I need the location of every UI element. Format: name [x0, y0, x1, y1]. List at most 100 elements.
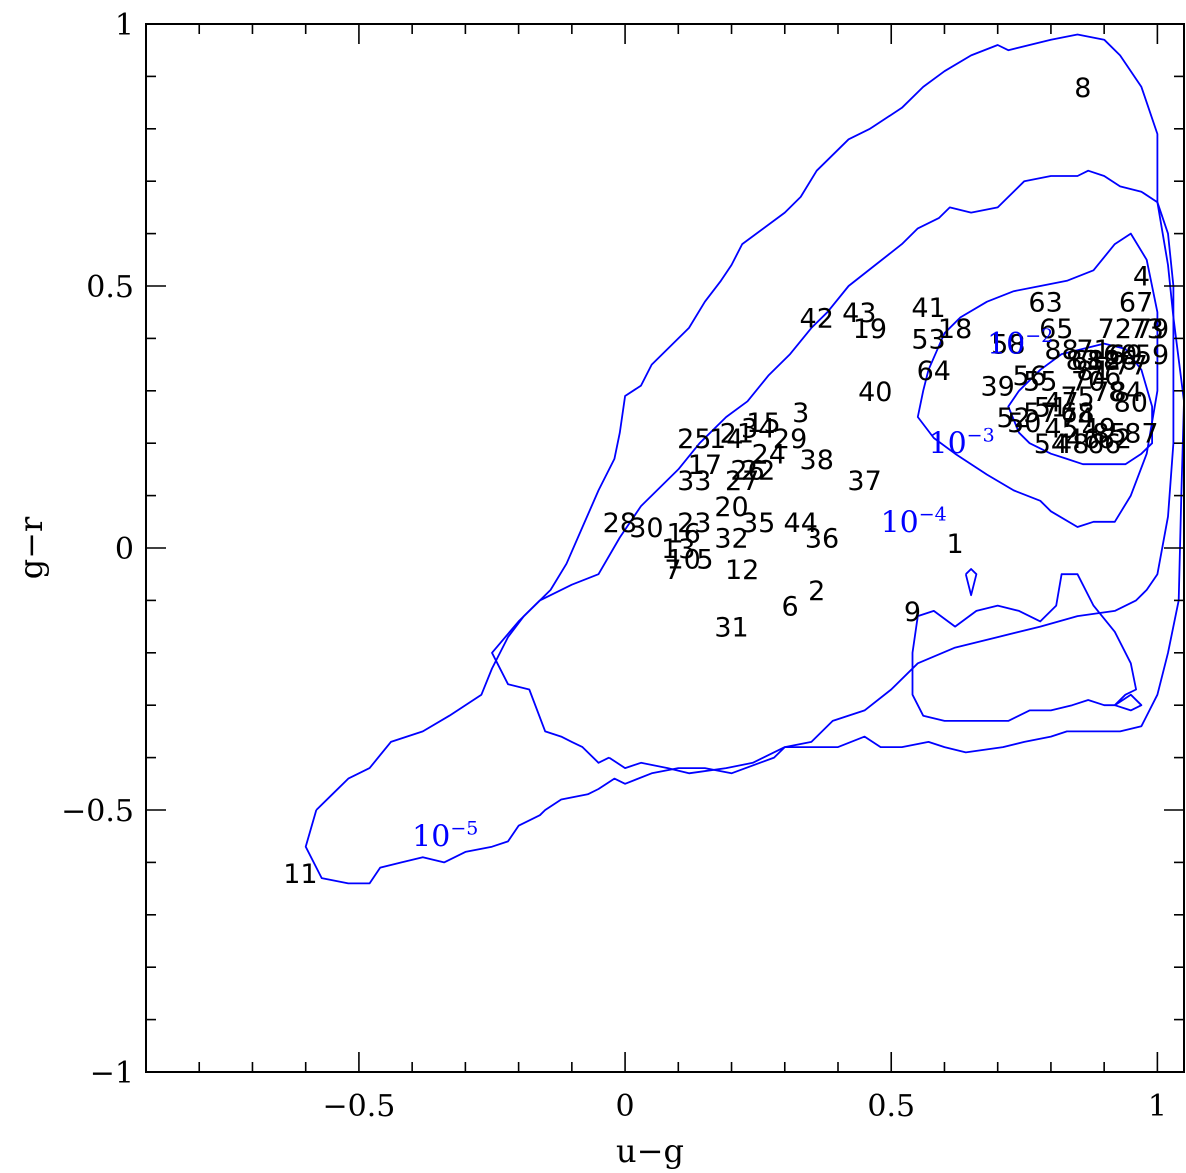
point-label-42: 42: [800, 303, 834, 334]
point-label-5: 5: [696, 544, 713, 575]
point-label-32: 32: [714, 524, 748, 555]
axis-ticks: [145, 23, 1184, 1073]
point-label-46: 46: [1066, 424, 1100, 455]
point-label-31: 31: [714, 613, 748, 644]
point-label-61: 61: [1071, 345, 1105, 376]
point-label-35: 35: [741, 508, 775, 539]
point-label-68: 68: [1060, 398, 1094, 429]
point-label-60: 60: [1103, 340, 1137, 371]
point-label-17: 17: [688, 450, 722, 481]
point-label-88: 88: [1044, 335, 1078, 366]
point-label-69: 69: [1108, 340, 1142, 371]
point-label-36: 36: [805, 524, 839, 555]
point-label-83: 83: [1066, 345, 1100, 376]
point-label-19: 19: [853, 314, 887, 345]
point-label-6: 6: [781, 592, 798, 623]
point-label-48: 48: [1055, 429, 1089, 460]
point-label-51: 51: [1034, 393, 1068, 424]
point-label-11: 11: [283, 859, 317, 890]
point-label-52: 52: [996, 403, 1030, 434]
point-label-87: 87: [1124, 419, 1158, 450]
point-label-28: 28: [603, 508, 637, 539]
point-label-38: 38: [800, 445, 834, 476]
point-label-20: 20: [714, 492, 748, 523]
point-label-27: 27: [725, 466, 759, 497]
contour-label-2: 10−4: [881, 503, 947, 540]
point-label-63: 63: [1028, 288, 1062, 319]
contour-line-5: [911, 573, 1137, 722]
y-tick-label: 0: [115, 532, 134, 567]
point-label-34: 34: [741, 413, 775, 444]
point-label-41: 41: [911, 293, 945, 324]
y-tick-label: 1: [115, 8, 134, 43]
point-label-82: 82: [1087, 345, 1121, 376]
point-label-76: 76: [1087, 361, 1121, 392]
point-label-29: 29: [773, 424, 807, 455]
point-label-14: 14: [709, 424, 743, 455]
point-label-1: 1: [947, 529, 964, 560]
point-label-12: 12: [725, 555, 759, 586]
point-label-59: 59: [1135, 340, 1169, 371]
x-tick-label: −0.5: [322, 1089, 395, 1124]
point-label-71: 71: [1076, 335, 1110, 366]
contour-labels: 10−5 10−4 10−3 10−2: [412, 325, 1053, 855]
x-tick-label: 0: [616, 1089, 635, 1124]
point-label-43: 43: [842, 298, 876, 329]
point-label-39: 39: [981, 372, 1015, 403]
point-label-37: 37: [847, 466, 881, 497]
point-label-44: 44: [784, 508, 818, 539]
contour-line-3: [916, 232, 1159, 528]
point-label-53: 53: [911, 324, 945, 355]
point-label-15: 15: [746, 408, 780, 439]
point-label-45: 45: [1044, 413, 1078, 444]
point-label-58: 58: [991, 330, 1025, 361]
contour-line-4: [1007, 342, 1153, 466]
point-label-30: 30: [629, 513, 663, 544]
point-label-23: 23: [677, 508, 711, 539]
point-label-3: 3: [792, 398, 809, 429]
point-label-56: 56: [1012, 361, 1046, 392]
point-label-78: 78: [1092, 377, 1126, 408]
point-label-18: 18: [938, 314, 972, 345]
point-label-67: 67: [1119, 288, 1153, 319]
point-label-74: 74: [1060, 403, 1094, 434]
contour-label-1: 10−5: [412, 818, 478, 855]
point-label-40: 40: [858, 377, 892, 408]
point-label-77: 77: [1114, 351, 1148, 382]
point-label-64: 64: [917, 356, 951, 387]
numbered-points: 1234567891011121314151617181920212223242…: [283, 73, 1169, 890]
point-label-86: 86: [1103, 345, 1137, 376]
point-label-65: 65: [1039, 314, 1073, 345]
point-label-80: 80: [1114, 387, 1148, 418]
contour-label-4: 10−2: [987, 325, 1053, 362]
y-tick-label: −1: [90, 1056, 134, 1091]
y-axis-label: g−r: [12, 516, 50, 579]
contour-line-2: [491, 169, 1175, 775]
x-tick-label: 1: [1148, 1089, 1167, 1124]
point-label-81: 81: [1076, 356, 1110, 387]
point-label-33: 33: [677, 466, 711, 497]
x-tick-label: 0.5: [867, 1089, 915, 1124]
point-label-16: 16: [666, 518, 700, 549]
point-label-25: 25: [677, 424, 711, 455]
point-label-85: 85: [1092, 419, 1126, 450]
point-label-66: 66: [1087, 429, 1121, 460]
point-label-57: 57: [1023, 398, 1057, 429]
point-label-8: 8: [1074, 73, 1091, 104]
tick-labels: −0.5 0 0.5 1 −1 −0.5 0 0.5 1: [61, 8, 1167, 1124]
y-tick-label: −0.5: [61, 794, 134, 829]
point-label-62: 62: [1098, 424, 1132, 455]
x-axis-label: u−g: [616, 1132, 684, 1170]
plot-frame: [145, 23, 1185, 1073]
point-label-2: 2: [808, 576, 825, 607]
point-label-49: 49: [1082, 413, 1116, 444]
point-label-47: 47: [1044, 387, 1078, 418]
point-label-73: 73: [1130, 314, 1164, 345]
point-label-21: 21: [720, 419, 754, 450]
point-label-7: 7: [664, 555, 681, 586]
contour-layer: [304, 33, 1185, 885]
contour-line-6: [964, 568, 978, 597]
point-label-72: 72: [1098, 314, 1132, 345]
point-label-24: 24: [752, 440, 786, 471]
point-label-50: 50: [1007, 408, 1041, 439]
